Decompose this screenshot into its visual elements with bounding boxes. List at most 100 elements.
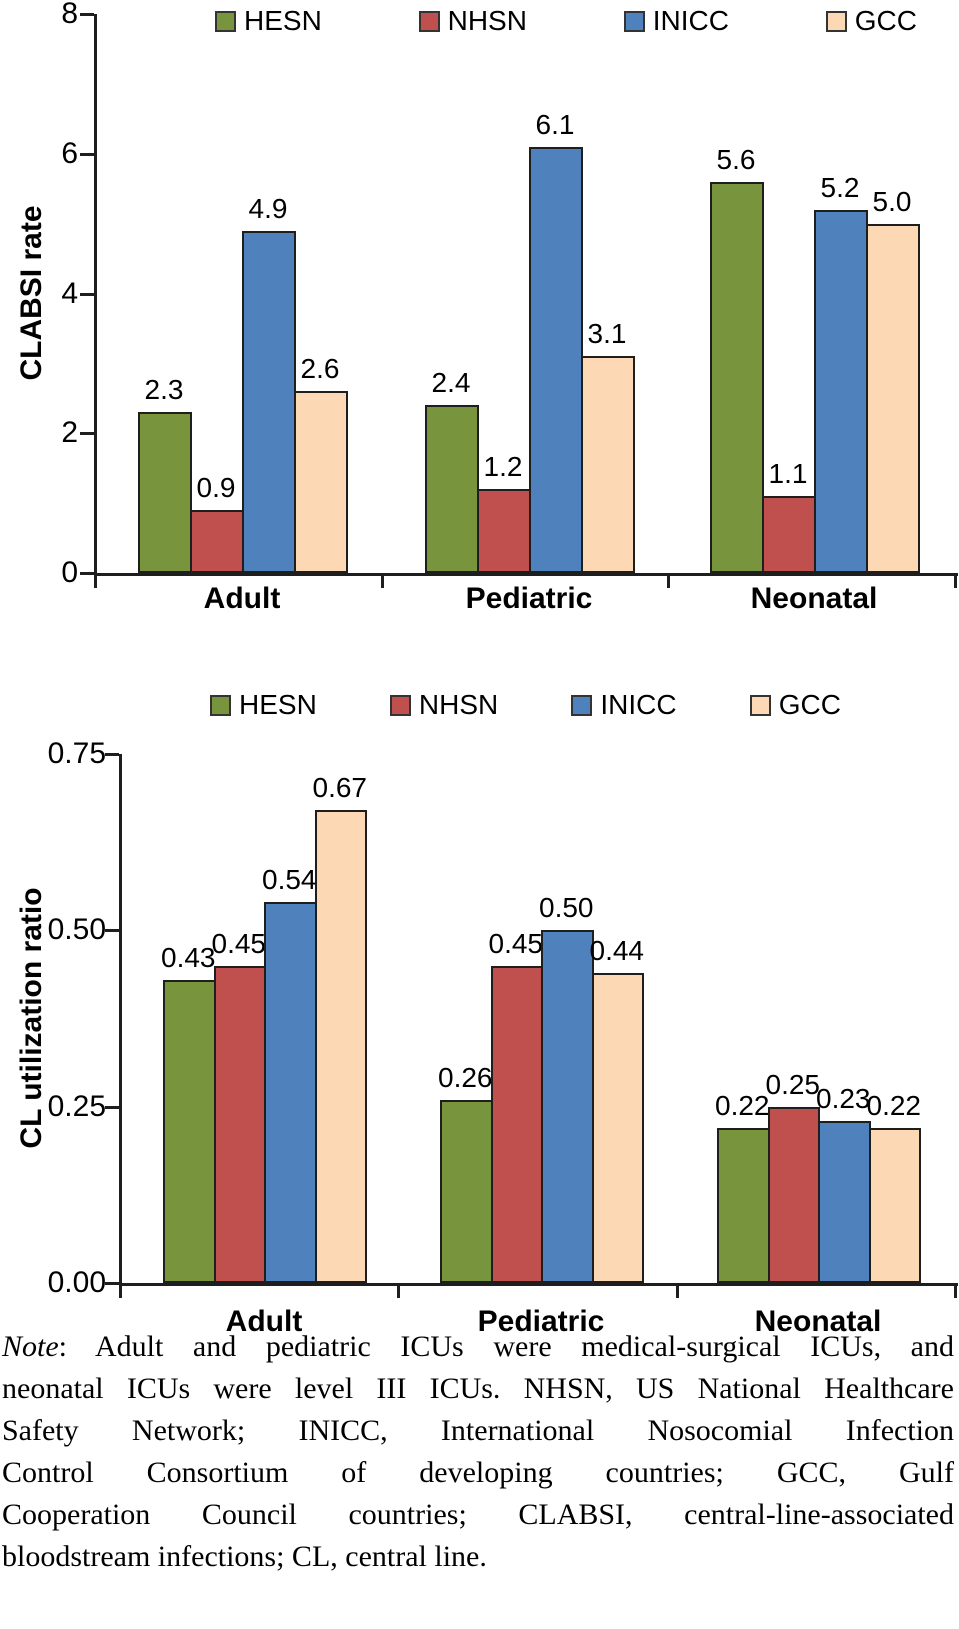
y-tick-label: 6	[61, 136, 78, 170]
legend-label: INICC	[652, 5, 729, 36]
legend-item-gcc: GCC	[825, 5, 917, 36]
bar-value-label: 1.2	[483, 451, 523, 483]
x-tick-mark	[667, 573, 671, 588]
note-text: : Adult and pediatric ICUs were medical-…	[58, 1330, 954, 1363]
legend-label: NHSN	[447, 5, 527, 36]
bar-gcc-neonatal	[866, 223, 920, 573]
y-tick-label: 4	[61, 276, 78, 310]
note-line: Safety Network; INICC, International Nos…	[2, 1414, 954, 1447]
note-line: bloodstream infections; CL, central line…	[2, 1540, 487, 1573]
note-label: Note	[2, 1330, 59, 1363]
y-tick-label: 0.00	[47, 1266, 106, 1299]
legend-item-hesn: HESN	[210, 690, 317, 720]
y-tick-mark	[80, 432, 94, 436]
bar-value-label: 0.54	[262, 864, 317, 896]
bar-nhsn-pediatric	[477, 489, 531, 573]
legend-item-inicc: INICC	[623, 5, 729, 36]
legend-item-nhsn: NHSN	[418, 5, 527, 36]
y-tick-mark	[80, 292, 94, 296]
bar-value-label: 2.3	[144, 374, 184, 406]
legend-label: HESN	[244, 5, 322, 36]
bar-value-label: 0.50	[539, 892, 594, 924]
legend-item-hesn: HESN	[215, 6, 322, 36]
bar-value-label: 0.44	[589, 934, 645, 966]
bar-inicc-neonatal	[818, 1120, 871, 1283]
bar-nhsn-adult	[190, 510, 244, 573]
clabsi-rate-chart: CLABSI rate 0 2 4 6 8 2.3 0.9 4.9 2.6 Adult 2.4 1.2…	[0, 0, 959, 652]
legend-swatch-icon	[210, 694, 231, 716]
bar-nhsn-pediatric	[490, 965, 543, 1283]
bar-inicc-pediatric	[529, 146, 583, 573]
y-tick-label: 8	[61, 0, 78, 30]
x-tick-mark	[119, 1283, 122, 1298]
bar-value-label: 2.4	[431, 367, 471, 399]
bar-gcc-adult	[294, 391, 348, 573]
bar-value-label: 0.22	[715, 1089, 770, 1121]
bar-value-label: 5.0	[872, 185, 912, 217]
x-tick-mark	[380, 573, 384, 588]
legend-label: GCC	[854, 5, 917, 36]
bar-hesn-neonatal	[717, 1127, 770, 1283]
bar-value-label: 2.6	[300, 353, 340, 385]
bar-value-label: 0.67	[312, 772, 368, 804]
x-category-label-pediatric: Pediatric	[465, 582, 593, 615]
x-tick-mark	[675, 1283, 679, 1298]
x-category-label-pediatric: Pediatric	[477, 1305, 605, 1338]
x-tick-mark	[94, 573, 97, 588]
bar-value-label: 1.1	[768, 458, 808, 490]
bar-gcc-pediatric	[581, 356, 635, 573]
bar-inicc-pediatric	[541, 930, 594, 1283]
legend-item-nhsn: NHSN	[389, 689, 499, 720]
chart-legend: HESN NHSN INICC GCC	[215, 6, 917, 36]
bar-inicc-adult	[242, 230, 296, 573]
legend-swatch-icon	[623, 10, 645, 32]
legend-swatch-icon	[215, 10, 236, 32]
bar-value-label: 5.2	[820, 171, 860, 203]
x-category-label-adult: Adult	[225, 1305, 303, 1338]
bar-inicc-neonatal	[814, 209, 868, 573]
y-tick-mark	[105, 1105, 119, 1109]
x-tick-mark	[954, 1283, 957, 1298]
legend-label: GCC	[778, 689, 841, 720]
bar-value-label: 0.23	[816, 1082, 871, 1114]
bar-hesn-adult	[138, 412, 192, 573]
bar-nhsn-adult	[213, 965, 266, 1283]
y-axis-line	[119, 754, 122, 1286]
bar-value-label: 0.26	[438, 1061, 493, 1093]
bar-nhsn-neonatal	[762, 496, 816, 573]
y-tick-mark	[80, 152, 94, 156]
note-line: neonatal ICUs were level III ICUs. NHSN,…	[2, 1372, 954, 1405]
legend-label: NHSN	[418, 689, 499, 720]
x-axis-line	[94, 573, 958, 576]
y-tick-mark	[105, 1282, 119, 1285]
y-tick-label: 0	[61, 556, 78, 589]
bar-hesn-adult	[163, 979, 216, 1283]
bar-value-label: 0.22	[866, 1089, 922, 1121]
y-tick-mark	[105, 753, 119, 756]
bar-value-label: 0.25	[765, 1068, 821, 1100]
bar-hesn-neonatal	[710, 181, 764, 573]
x-axis-line	[119, 1283, 958, 1286]
x-tick-mark	[397, 1283, 401, 1298]
legend-item-inicc: INICC	[571, 689, 677, 720]
bar-gcc-pediatric	[591, 972, 644, 1283]
bar-hesn-pediatric	[425, 405, 479, 573]
bar-value-label: 6.1	[535, 108, 575, 140]
note-line: Control Consortium of developing countri…	[2, 1456, 954, 1489]
legend-label: HESN	[239, 689, 317, 720]
figure-note: Note: Adult and pediatric ICUs were medi…	[2, 1326, 954, 1578]
y-tick-mark	[80, 572, 94, 575]
x-category-label-neonatal: Neonatal	[750, 582, 878, 615]
x-tick-mark	[954, 573, 957, 588]
y-axis-line	[94, 14, 97, 576]
cl-utilization-ratio-chart: CL utilization ratio 0.00 0.25 0.50 0.75 0.4…	[0, 660, 959, 1338]
legend-item-gcc: GCC	[749, 689, 841, 720]
legend-swatch-icon	[749, 694, 771, 716]
y-axis-title: CL utilization ratio	[15, 887, 48, 1149]
legend-swatch-icon	[389, 694, 411, 716]
legend-label: INICC	[600, 689, 677, 720]
legend-swatch-icon	[571, 694, 593, 716]
x-category-label-adult: Adult	[203, 582, 281, 615]
bar-value-label: 0.43	[161, 941, 216, 973]
